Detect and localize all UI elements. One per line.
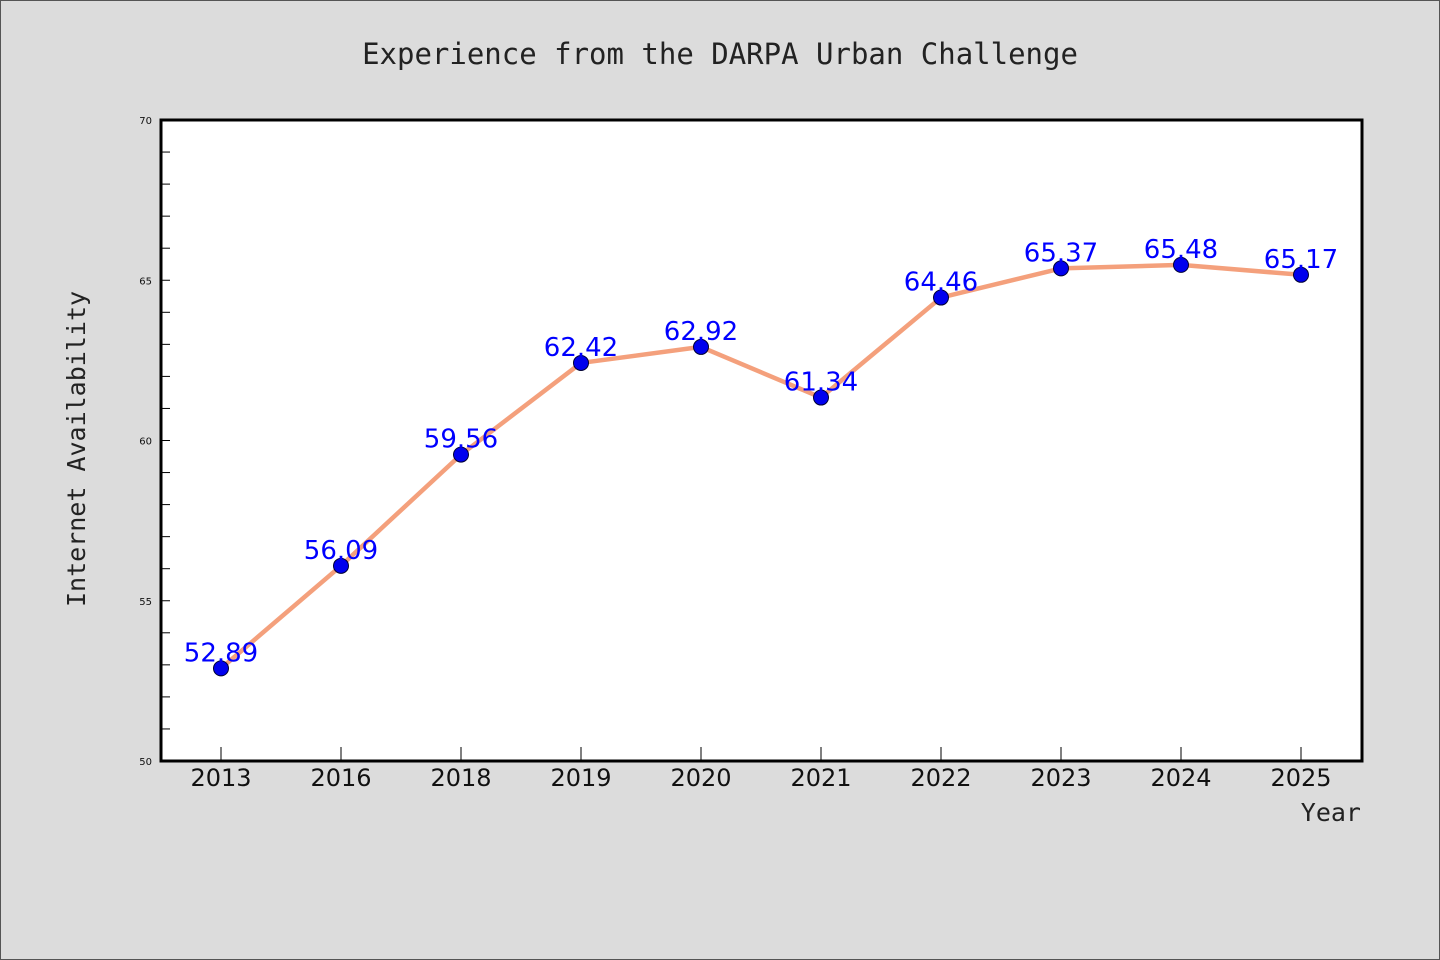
data-label: 62.92 [664, 317, 738, 347]
data-label: 59.56 [424, 425, 498, 455]
data-label: 62.42 [544, 333, 618, 363]
x-tick-label: 2024 [1150, 764, 1211, 792]
plot-area [159, 118, 1364, 763]
data-labels: 52.89 56.09 59.56 62.42 62.92 61.34 64.46 65.37… [184, 235, 1338, 669]
x-tick-label: 2016 [310, 764, 371, 792]
data-point [213, 660, 229, 677]
data-point [933, 289, 949, 306]
y-tick-label: 65 [139, 276, 152, 287]
data-label: 65.37 [1024, 238, 1098, 268]
data-point [1173, 256, 1189, 273]
series-line [218, 262, 1304, 671]
data-label: 52.89 [184, 638, 258, 668]
data-point [813, 389, 829, 406]
y-tick-label: 60 [139, 437, 152, 448]
x-axis-label: Year [1301, 798, 1361, 827]
y-tick-label: 70 [139, 116, 152, 127]
data-markers [213, 256, 1309, 677]
x-tick-label: 2013 [190, 764, 251, 792]
x-tick-label: 2019 [550, 764, 611, 792]
x-tick-label: 2021 [790, 764, 851, 792]
data-point [573, 354, 589, 371]
data-label: 64.46 [904, 268, 978, 298]
x-tick-label: 2020 [670, 764, 731, 792]
x-tick-label: 2025 [1270, 764, 1331, 792]
data-point [453, 446, 469, 463]
x-tick-label: 2022 [910, 764, 971, 792]
x-tick-label: 2018 [430, 764, 491, 792]
data-label: 65.48 [1144, 235, 1218, 265]
x-tick-labels: 2013 2016 2018 2019 2020 2021 2022 2023 2024 2025 [190, 764, 1331, 792]
data-point [1053, 260, 1069, 277]
data-label: 56.09 [304, 536, 378, 566]
y-axis-label: Internet Availability [62, 291, 91, 607]
x-ticks [220, 747, 1302, 761]
data-label: 61.34 [784, 368, 858, 398]
x-tick-label: 2023 [1030, 764, 1091, 792]
chart-title: Experience from the DARPA Urban Challeng… [362, 37, 1078, 71]
y-tick-label: 55 [139, 597, 152, 608]
y-tick-label: 50 [139, 757, 152, 768]
y-minor-ticks [161, 151, 170, 730]
y-tick-labels: 50 55 60 65 70 [139, 116, 152, 768]
data-point [693, 338, 709, 355]
data-label: 65.17 [1264, 245, 1338, 275]
data-point [1293, 266, 1309, 283]
data-point [333, 557, 349, 574]
